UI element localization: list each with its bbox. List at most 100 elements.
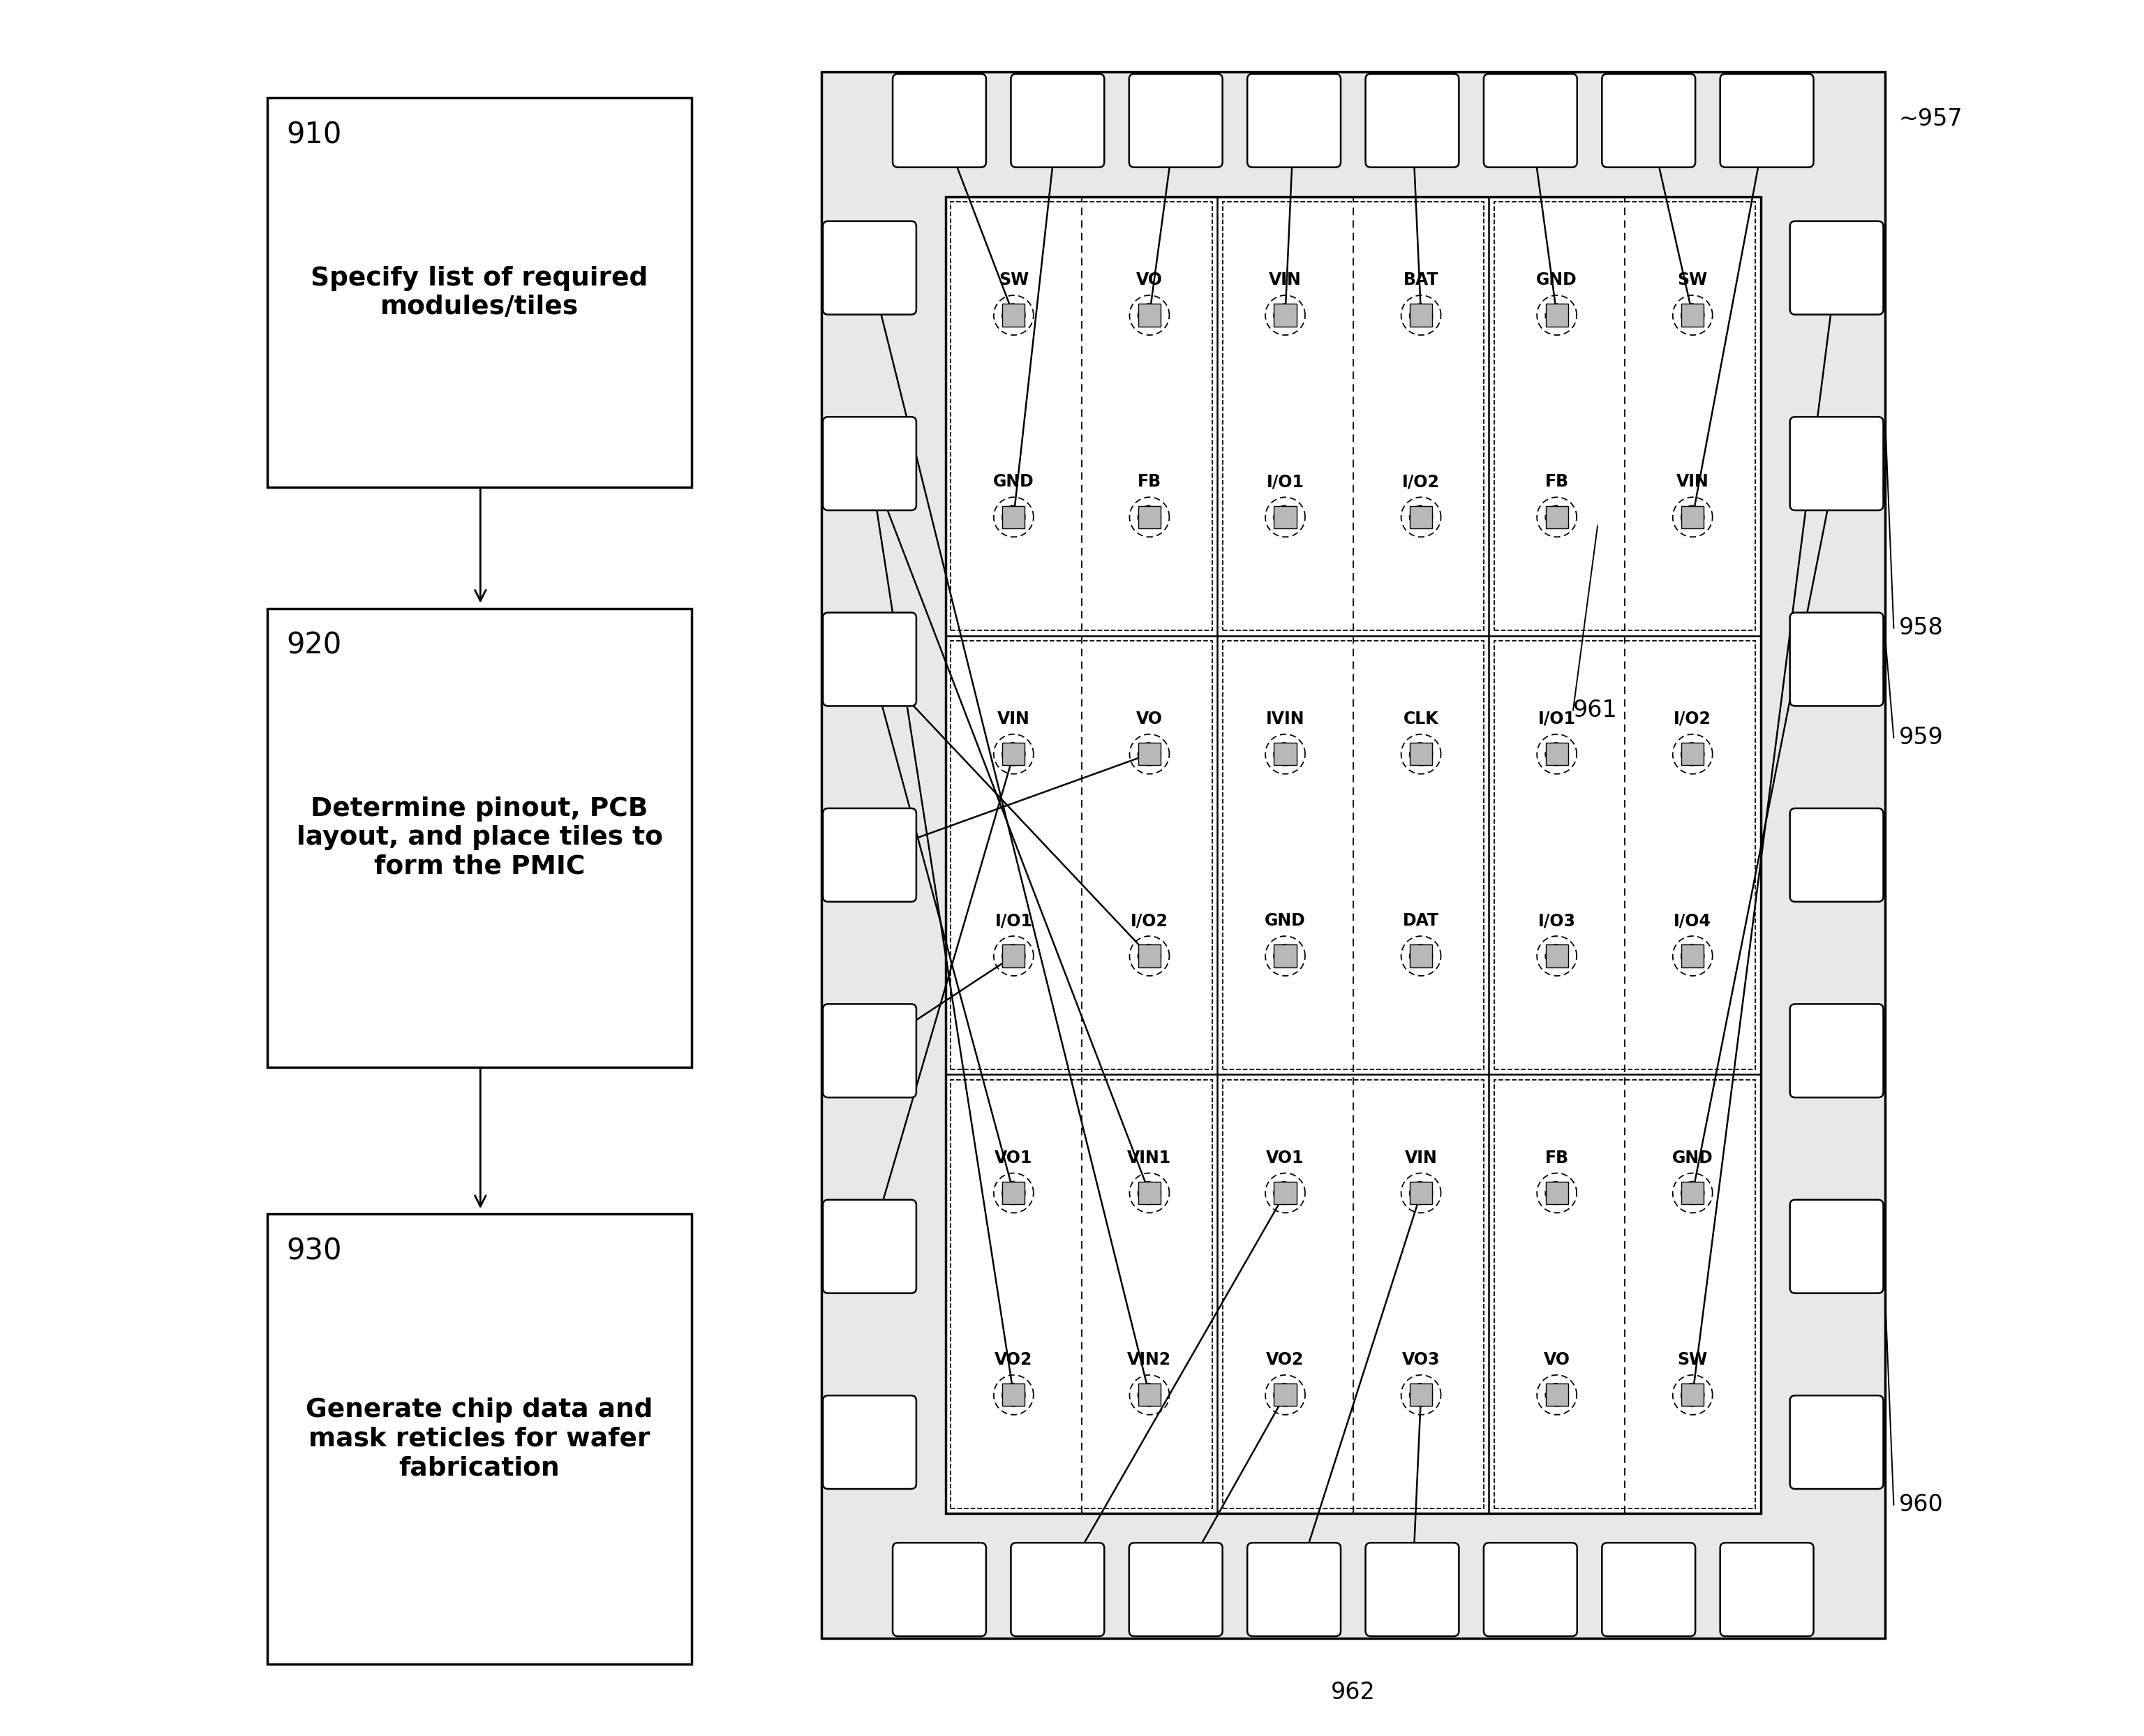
FancyBboxPatch shape bbox=[1274, 743, 1297, 766]
Bar bbox=[952, 1080, 1211, 1509]
FancyBboxPatch shape bbox=[1790, 417, 1882, 510]
Bar bbox=[268, 1213, 690, 1663]
Text: VIN2: VIN2 bbox=[1128, 1351, 1171, 1368]
Text: VO1: VO1 bbox=[1267, 1149, 1304, 1167]
Text: FB: FB bbox=[1546, 474, 1569, 490]
FancyBboxPatch shape bbox=[1790, 1003, 1882, 1097]
Text: VO2: VO2 bbox=[1267, 1351, 1304, 1368]
FancyBboxPatch shape bbox=[1790, 809, 1882, 901]
FancyBboxPatch shape bbox=[1681, 743, 1704, 766]
FancyBboxPatch shape bbox=[1790, 1200, 1882, 1293]
FancyBboxPatch shape bbox=[1138, 1384, 1160, 1406]
FancyBboxPatch shape bbox=[1003, 1384, 1025, 1406]
Text: IVIN: IVIN bbox=[1265, 710, 1304, 727]
FancyBboxPatch shape bbox=[1681, 944, 1704, 967]
Text: VO: VO bbox=[1136, 710, 1162, 727]
Text: 959: 959 bbox=[1900, 726, 1942, 750]
FancyBboxPatch shape bbox=[823, 417, 915, 510]
Text: GND: GND bbox=[1672, 1149, 1713, 1167]
FancyBboxPatch shape bbox=[1484, 75, 1578, 167]
Text: VO1: VO1 bbox=[995, 1149, 1033, 1167]
FancyBboxPatch shape bbox=[1681, 1384, 1704, 1406]
FancyBboxPatch shape bbox=[892, 1543, 986, 1637]
FancyBboxPatch shape bbox=[1719, 1543, 1814, 1637]
Text: DAT: DAT bbox=[1402, 913, 1439, 929]
FancyBboxPatch shape bbox=[823, 1396, 915, 1489]
FancyBboxPatch shape bbox=[1602, 1543, 1696, 1637]
FancyBboxPatch shape bbox=[1546, 1384, 1567, 1406]
Text: VO3: VO3 bbox=[1402, 1351, 1441, 1368]
FancyBboxPatch shape bbox=[1274, 1384, 1297, 1406]
Text: GND: GND bbox=[1537, 271, 1578, 288]
FancyBboxPatch shape bbox=[1003, 944, 1025, 967]
Text: I/O2: I/O2 bbox=[1674, 710, 1711, 727]
Text: 960: 960 bbox=[1900, 1493, 1942, 1516]
FancyBboxPatch shape bbox=[1411, 743, 1432, 766]
FancyBboxPatch shape bbox=[1790, 1396, 1882, 1489]
Text: 910: 910 bbox=[287, 120, 343, 149]
Bar bbox=[1494, 641, 1756, 1069]
Bar bbox=[952, 641, 1211, 1069]
FancyBboxPatch shape bbox=[1138, 304, 1160, 326]
FancyBboxPatch shape bbox=[1130, 75, 1222, 167]
FancyBboxPatch shape bbox=[823, 613, 915, 707]
Text: SW: SW bbox=[999, 271, 1029, 288]
Text: Generate chip data and
mask reticles for wafer
fabrication: Generate chip data and mask reticles for… bbox=[307, 1397, 654, 1481]
FancyBboxPatch shape bbox=[1138, 743, 1160, 766]
FancyBboxPatch shape bbox=[1602, 75, 1696, 167]
FancyBboxPatch shape bbox=[1411, 304, 1432, 326]
Text: I/O4: I/O4 bbox=[1674, 913, 1711, 929]
FancyBboxPatch shape bbox=[1790, 613, 1882, 707]
Text: BAT: BAT bbox=[1404, 271, 1439, 288]
Bar bbox=[821, 73, 1885, 1639]
Text: VO2: VO2 bbox=[995, 1351, 1033, 1368]
Bar bbox=[268, 97, 690, 488]
FancyBboxPatch shape bbox=[1274, 944, 1297, 967]
FancyBboxPatch shape bbox=[1003, 743, 1025, 766]
Text: SW: SW bbox=[1677, 271, 1707, 288]
FancyBboxPatch shape bbox=[1790, 220, 1882, 314]
Text: I/O1: I/O1 bbox=[1267, 474, 1304, 490]
FancyBboxPatch shape bbox=[1130, 1543, 1222, 1637]
Bar bbox=[268, 609, 690, 1068]
Text: GND: GND bbox=[993, 474, 1033, 490]
FancyBboxPatch shape bbox=[1274, 1182, 1297, 1205]
Bar bbox=[1222, 1080, 1484, 1509]
FancyBboxPatch shape bbox=[1010, 75, 1104, 167]
FancyBboxPatch shape bbox=[1010, 1543, 1104, 1637]
Text: 920: 920 bbox=[287, 630, 341, 660]
FancyBboxPatch shape bbox=[1546, 304, 1567, 326]
Text: CLK: CLK bbox=[1404, 710, 1439, 727]
FancyBboxPatch shape bbox=[1546, 1182, 1567, 1205]
FancyBboxPatch shape bbox=[1138, 944, 1160, 967]
Text: VIN1: VIN1 bbox=[1128, 1149, 1171, 1167]
FancyBboxPatch shape bbox=[1138, 505, 1160, 528]
Text: VIN: VIN bbox=[1677, 474, 1709, 490]
FancyBboxPatch shape bbox=[1681, 1182, 1704, 1205]
FancyBboxPatch shape bbox=[823, 809, 915, 901]
FancyBboxPatch shape bbox=[1138, 1182, 1160, 1205]
FancyBboxPatch shape bbox=[1546, 944, 1567, 967]
Text: VIN: VIN bbox=[1404, 1149, 1436, 1167]
Text: 930: 930 bbox=[287, 1236, 343, 1266]
Text: ~957: ~957 bbox=[1900, 108, 1964, 130]
FancyBboxPatch shape bbox=[1681, 304, 1704, 326]
Text: VIN: VIN bbox=[997, 710, 1029, 727]
Bar bbox=[952, 201, 1211, 630]
FancyBboxPatch shape bbox=[1546, 505, 1567, 528]
FancyBboxPatch shape bbox=[1411, 505, 1432, 528]
Bar bbox=[1222, 201, 1484, 630]
Text: I/O1: I/O1 bbox=[995, 913, 1033, 929]
Bar bbox=[1494, 1080, 1756, 1509]
Text: FB: FB bbox=[1138, 474, 1162, 490]
Text: I/O3: I/O3 bbox=[1537, 913, 1576, 929]
Text: VO: VO bbox=[1544, 1351, 1569, 1368]
FancyBboxPatch shape bbox=[1411, 944, 1432, 967]
FancyBboxPatch shape bbox=[1366, 75, 1458, 167]
Text: Specify list of required
modules/tiles: Specify list of required modules/tiles bbox=[311, 266, 647, 319]
FancyBboxPatch shape bbox=[1681, 505, 1704, 528]
Text: SW: SW bbox=[1677, 1351, 1707, 1368]
Text: I/O2: I/O2 bbox=[1402, 474, 1441, 490]
FancyBboxPatch shape bbox=[1546, 743, 1567, 766]
FancyBboxPatch shape bbox=[823, 1003, 915, 1097]
